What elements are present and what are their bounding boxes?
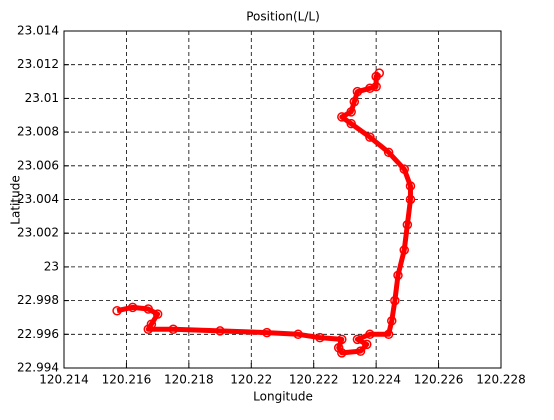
track-point	[387, 316, 397, 326]
y-tick-label: 23.004	[17, 192, 59, 206]
y-tick-label: 23	[44, 259, 59, 273]
x-tick-label: 120.214	[39, 373, 89, 387]
track-point	[355, 346, 366, 356]
track-point	[293, 329, 303, 340]
track-point	[365, 329, 375, 340]
x-tick-label: 120.222	[289, 373, 339, 387]
y-tick-label: 22.996	[17, 327, 59, 341]
track-point	[383, 329, 394, 340]
track-point	[399, 164, 409, 174]
x-tick-label: 120.226	[414, 373, 464, 387]
y-tick-label: 23.002	[17, 226, 59, 240]
x-axis-label: Longitude	[253, 390, 313, 404]
track-point	[315, 332, 325, 343]
x-tick-label: 120.218	[164, 373, 214, 387]
track-point	[337, 334, 347, 345]
track-point	[215, 326, 225, 336]
track-point	[405, 194, 416, 205]
track-point	[152, 309, 163, 319]
track-point	[333, 343, 344, 353]
track-point	[371, 81, 381, 92]
track-point	[374, 68, 385, 78]
track-point	[337, 348, 347, 358]
track-point	[262, 327, 272, 338]
track-point	[352, 86, 363, 97]
y-tick-label: 23.012	[17, 57, 59, 71]
x-tick-label: 120.224	[351, 373, 401, 387]
track-point	[168, 324, 178, 334]
track-point	[402, 220, 413, 230]
track-point	[146, 319, 157, 329]
track-point	[112, 305, 122, 316]
chart-title: Position(L/L)	[246, 10, 320, 24]
track-point	[399, 245, 409, 255]
y-tick-label: 23.008	[17, 125, 59, 139]
track-point	[365, 132, 375, 142]
track-point	[346, 118, 356, 129]
plot-frame	[63, 30, 502, 369]
y-axis-label: Latitude	[9, 175, 23, 224]
track-point	[362, 339, 372, 350]
track-point	[393, 270, 403, 281]
track-point	[337, 112, 347, 122]
x-tick-label: 120.216	[102, 373, 152, 387]
track-point	[365, 83, 375, 94]
track-point	[127, 302, 138, 313]
y-tick-label: 22.998	[17, 293, 59, 307]
track-point	[390, 295, 400, 306]
y-tick-label: 23.014	[17, 24, 59, 38]
track-point	[143, 324, 154, 334]
y-tick-label: 22.994	[17, 361, 59, 375]
x-tick-label: 120.228	[476, 373, 526, 387]
track-point	[346, 107, 356, 117]
track-point	[349, 97, 360, 107]
track-point	[405, 181, 416, 191]
track-point	[143, 304, 154, 314]
y-tick-label: 23.006	[17, 158, 59, 172]
y-tick-label: 23.01	[25, 91, 59, 105]
track-point	[352, 334, 363, 345]
track-point	[383, 147, 394, 158]
track-line	[116, 71, 413, 356]
x-tick-label: 120.22	[230, 373, 272, 387]
